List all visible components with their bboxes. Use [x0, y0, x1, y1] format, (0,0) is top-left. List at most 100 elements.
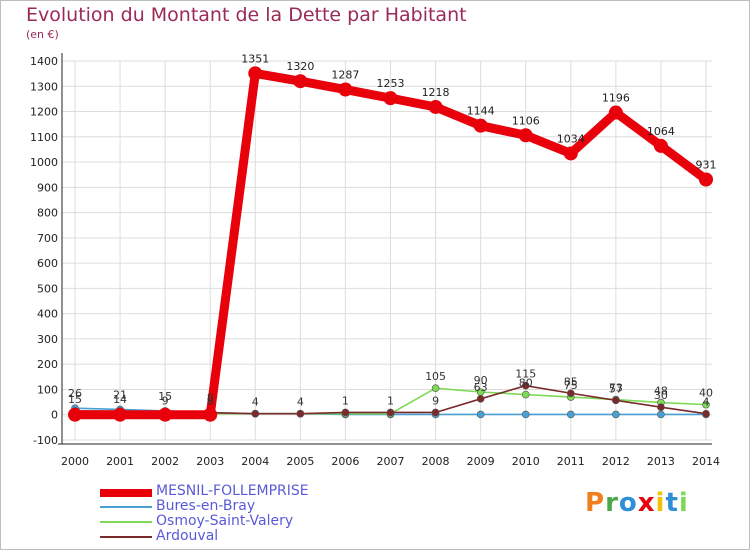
- legend-item-ardouval: Ardouval: [100, 528, 400, 545]
- series-0-point-14: [699, 172, 713, 187]
- y-tick-label-15: 1400: [30, 55, 58, 68]
- series-1-label-1: 21: [113, 388, 127, 401]
- x-tick-label-13: 2013: [647, 455, 675, 468]
- series-3-point-7: [386, 408, 395, 417]
- series-3-point-8: [431, 408, 440, 417]
- y-tick-label-7: 600: [37, 257, 58, 270]
- x-tick-label-5: 2005: [286, 455, 314, 468]
- series-0-point-9: [473, 118, 488, 133]
- series-2-label-8: 105: [425, 370, 446, 383]
- series-0-label-5: 1320: [286, 60, 314, 73]
- x-tick-label-12: 2012: [602, 455, 630, 468]
- series-0-label-4: 1351: [241, 52, 269, 65]
- series-3-point-14: [702, 409, 710, 418]
- y-tick-label-9: 800: [37, 207, 58, 220]
- series-2-label-11: 75: [564, 379, 578, 392]
- logo-letter-4: i: [655, 488, 666, 518]
- x-tick-label-0: 2000: [61, 455, 89, 468]
- series-3-point-13: [657, 403, 665, 411]
- series-3-label-9: 63: [474, 381, 488, 394]
- series-1-label-3: 8: [207, 392, 214, 405]
- legend-swatch-bures: [100, 506, 152, 508]
- legend-swatch-osmoy: [100, 521, 152, 523]
- series-2-label-13: 48: [654, 385, 668, 398]
- series-1-point-11: [566, 410, 575, 419]
- series-1-label-0: 26: [68, 387, 82, 400]
- series-3-label-8: 9: [432, 394, 439, 407]
- legend-label-osmoy: Osmoy-Saint-Valery: [156, 513, 294, 529]
- logo-letter-0: P: [585, 488, 606, 518]
- y-tick-label-11: 1000: [30, 156, 58, 169]
- legend-item-mesnil: MESNIL-FOLLEMPRISE: [100, 483, 400, 500]
- legend-label-bures: Bures-en-Bray: [156, 498, 256, 514]
- legend: MESNIL-FOLLEMPRISE Bures-en-Bray Osmoy-S…: [100, 483, 400, 545]
- y-tick-label-10: 900: [37, 181, 58, 194]
- legend-swatch-mesnil: [100, 489, 152, 497]
- legend-item-bures: Bures-en-Bray: [100, 498, 400, 515]
- series-3-point-12: [612, 396, 620, 405]
- series-2-label-9: 90: [474, 374, 488, 387]
- series-3-point-6: [341, 408, 350, 417]
- series-0-point-8: [428, 99, 443, 114]
- series-0-point-13: [653, 138, 668, 153]
- series-1-label-2: 15: [158, 390, 172, 403]
- series-3-point-9: [476, 395, 485, 403]
- x-tick-label-7: 2007: [377, 455, 405, 468]
- series-3-label-13: 30: [654, 389, 668, 402]
- series-1-point-12: [612, 410, 620, 419]
- series-0-label-6: 1287: [331, 69, 359, 82]
- series-1-point-9: [476, 410, 485, 419]
- x-tick-label-11: 2011: [557, 455, 585, 468]
- y-tick-label-1: 0: [51, 409, 58, 422]
- series-3-label-10: 115: [515, 368, 536, 381]
- series-2-label-14: 40: [699, 387, 713, 400]
- x-tick-label-3: 2003: [196, 455, 224, 468]
- series-0-point-6: [338, 82, 353, 97]
- series-0-label-10: 1106: [512, 114, 540, 127]
- y-tick-label-14: 1300: [30, 80, 58, 93]
- series-0-label-12: 1196: [602, 92, 630, 105]
- series-3-label-5: 4: [297, 396, 304, 409]
- series-3-label-14: 4: [703, 396, 710, 409]
- series-3-label-0: 15: [68, 393, 82, 406]
- series-2-point-14: [702, 400, 710, 409]
- logo-letter-2: o: [618, 488, 638, 518]
- x-tick-label-14: 2014: [692, 455, 720, 468]
- chart-title: Evolution du Montant de la Dette par Hab…: [26, 4, 467, 26]
- x-tick-label-9: 2009: [467, 455, 495, 468]
- series-2-label-10: 80: [519, 377, 533, 390]
- x-tick-label-6: 2006: [331, 455, 359, 468]
- series-3-label-6: 1: [342, 394, 349, 407]
- logo-letter-5: t: [665, 488, 679, 518]
- legend-label-mesnil: MESNIL-FOLLEMPRISE: [156, 483, 309, 499]
- x-tick-label-1: 2001: [106, 455, 134, 468]
- series-2-label-12: 73: [609, 382, 623, 395]
- x-tick-label-2: 2002: [151, 455, 179, 468]
- series-0-point-5: [293, 74, 308, 89]
- x-tick-label-10: 2010: [512, 455, 540, 468]
- x-tick-label-4: 2004: [241, 455, 269, 468]
- series-3-point-11: [566, 389, 575, 398]
- x-tick-label-8: 2008: [422, 455, 450, 468]
- logo-letter-3: x: [637, 488, 656, 518]
- y-tick-label-13: 1200: [30, 106, 58, 119]
- series-0-point-3: [203, 407, 218, 422]
- y-tick-label-5: 400: [37, 308, 58, 321]
- y-tick-label-8: 700: [37, 232, 58, 245]
- series-0-label-11: 1034: [557, 132, 585, 145]
- logo-letter-1: r: [605, 488, 619, 518]
- y-tick-label-12: 1100: [30, 131, 58, 144]
- series-0-point-2: [158, 407, 173, 422]
- series-3-label-3: 8: [207, 395, 214, 408]
- series-3-point-5: [296, 409, 305, 418]
- y-tick-label-4: 300: [37, 333, 58, 346]
- series-1-point-10: [521, 410, 530, 419]
- series-0-point-4: [248, 66, 263, 81]
- y-tick-label-0: -100: [33, 434, 58, 447]
- series-0-point-1: [113, 407, 128, 422]
- series-2-point-8: [431, 384, 440, 393]
- y-tick-label-3: 200: [37, 358, 58, 371]
- series-0-label-13: 1064: [647, 125, 675, 138]
- series-0-point-11: [563, 146, 578, 161]
